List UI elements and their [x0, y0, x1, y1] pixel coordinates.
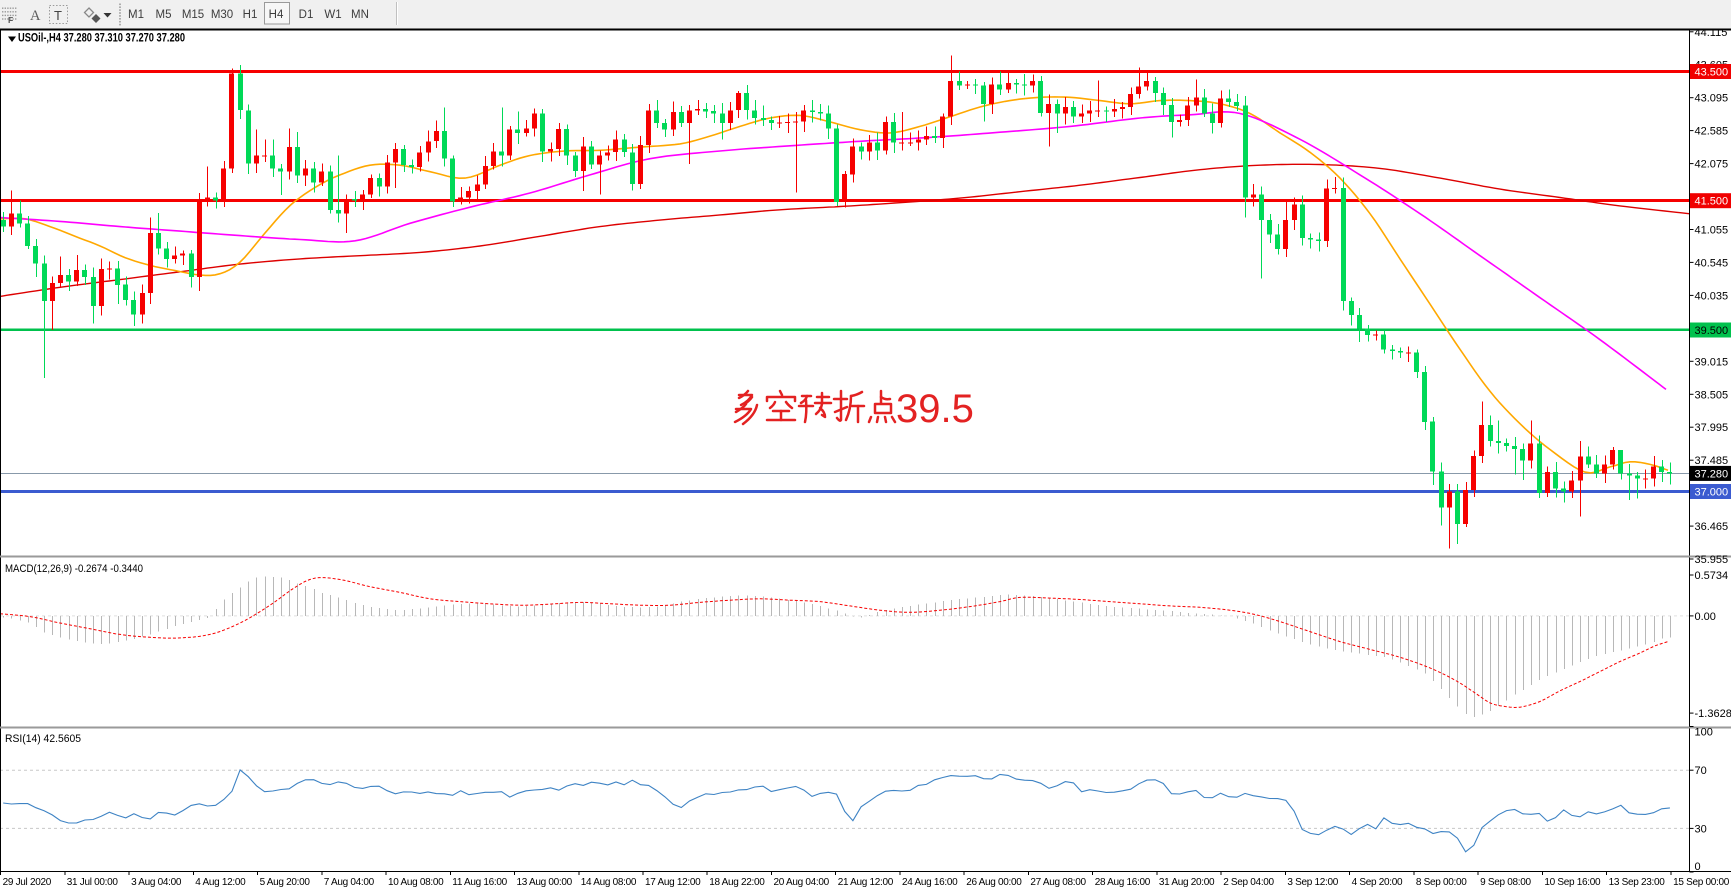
svg-text:5 Aug 20:00: 5 Aug 20:00	[260, 877, 311, 888]
svg-text:M5: M5	[156, 9, 172, 21]
svg-text:10 Sep 16:00: 10 Sep 16:00	[1544, 877, 1601, 888]
svg-text:28 Aug 16:00: 28 Aug 16:00	[1095, 877, 1151, 888]
svg-text:43.500: 43.500	[1695, 67, 1729, 79]
svg-text:44.115: 44.115	[1695, 27, 1728, 39]
svg-text:35.955: 35.955	[1695, 554, 1729, 566]
svg-text:0: 0	[1695, 861, 1701, 873]
svg-text:20 Aug 04:00: 20 Aug 04:00	[774, 877, 830, 888]
svg-text:42.075: 42.075	[1695, 159, 1729, 171]
svg-text:13 Sep 23:00: 13 Sep 23:00	[1609, 877, 1666, 888]
svg-text:3 Sep 12:00: 3 Sep 12:00	[1287, 877, 1338, 888]
svg-text:11 Aug 16:00: 11 Aug 16:00	[452, 877, 507, 888]
svg-text:40.545: 40.545	[1695, 257, 1729, 269]
svg-text:27 Aug 08:00: 27 Aug 08:00	[1030, 877, 1086, 888]
svg-text:38.505: 38.505	[1695, 389, 1729, 401]
svg-text:43.095: 43.095	[1695, 93, 1729, 105]
svg-text:41.500: 41.500	[1695, 196, 1729, 208]
svg-text:37.995: 37.995	[1695, 422, 1729, 434]
svg-text:9 Sep 08:00: 9 Sep 08:00	[1480, 877, 1531, 888]
svg-text:F: F	[8, 15, 13, 25]
svg-text:29 Jul 2020: 29 Jul 2020	[3, 877, 52, 888]
svg-text:17 Aug 12:00: 17 Aug 12:00	[645, 877, 701, 888]
svg-text:37.000: 37.000	[1695, 487, 1729, 499]
svg-text:40.035: 40.035	[1695, 290, 1729, 302]
svg-text:42.585: 42.585	[1695, 126, 1729, 138]
svg-text:H1: H1	[243, 9, 258, 21]
svg-text:H4: H4	[269, 9, 284, 21]
svg-text:30: 30	[1695, 823, 1707, 835]
svg-text:RSI(14) 42.5605: RSI(14) 42.5605	[5, 733, 81, 745]
svg-text:M30: M30	[211, 9, 233, 21]
svg-text:100: 100	[1695, 727, 1713, 739]
svg-text:0.5734: 0.5734	[1695, 570, 1729, 582]
svg-text:USOil-,H4 37.280 37.310 37.27: USOil-,H4 37.280 37.310 37.270 37.280	[18, 33, 185, 45]
svg-text:D1: D1	[299, 9, 314, 21]
svg-text:4 Aug 12:00: 4 Aug 12:00	[195, 877, 246, 888]
svg-text:10 Aug 08:00: 10 Aug 08:00	[388, 877, 444, 888]
svg-text:A: A	[30, 8, 41, 24]
svg-text:MACD(12,26,9) -0.2674 -0.3440: MACD(12,26,9) -0.2674 -0.3440	[5, 563, 143, 575]
svg-text:26 Aug 00:00: 26 Aug 00:00	[966, 877, 1022, 888]
svg-text:18 Aug 22:00: 18 Aug 22:00	[709, 877, 765, 888]
svg-text:7 Aug 04:00: 7 Aug 04:00	[324, 877, 375, 888]
svg-text:31 Aug 20:00: 31 Aug 20:00	[1159, 877, 1215, 888]
svg-text:70: 70	[1695, 765, 1707, 777]
svg-text:M15: M15	[182, 9, 204, 21]
svg-text:MN: MN	[351, 9, 369, 21]
svg-text:T: T	[54, 8, 62, 23]
svg-text:3 Aug 04:00: 3 Aug 04:00	[131, 877, 182, 888]
svg-text:2 Sep 04:00: 2 Sep 04:00	[1223, 877, 1274, 888]
svg-text:14 Aug 08:00: 14 Aug 08:00	[581, 877, 637, 888]
svg-text:13 Aug 00:00: 13 Aug 00:00	[517, 877, 573, 888]
svg-text:0.00: 0.00	[1695, 611, 1716, 623]
svg-text:31 Jul 00:00: 31 Jul 00:00	[67, 877, 119, 888]
svg-text:M1: M1	[128, 9, 144, 21]
svg-text:W1: W1	[324, 9, 341, 21]
svg-text:4 Sep 20:00: 4 Sep 20:00	[1352, 877, 1403, 888]
svg-text:36.465: 36.465	[1695, 521, 1729, 533]
svg-text:-1.3628: -1.3628	[1695, 708, 1731, 720]
svg-text:41.055: 41.055	[1695, 225, 1729, 237]
svg-text:21 Aug 12:00: 21 Aug 12:00	[838, 877, 894, 888]
svg-text:15 Sep 00:00: 15 Sep 00:00	[1673, 877, 1730, 888]
svg-text:24 Aug 16:00: 24 Aug 16:00	[902, 877, 958, 888]
svg-text:39.015: 39.015	[1695, 356, 1729, 368]
svg-text:8 Sep 00:00: 8 Sep 00:00	[1416, 877, 1467, 888]
svg-text:39.5: 39.5	[896, 387, 974, 431]
svg-text:37.280: 37.280	[1695, 468, 1729, 480]
svg-text:37.485: 37.485	[1695, 455, 1729, 467]
svg-text:39.500: 39.500	[1695, 325, 1729, 337]
